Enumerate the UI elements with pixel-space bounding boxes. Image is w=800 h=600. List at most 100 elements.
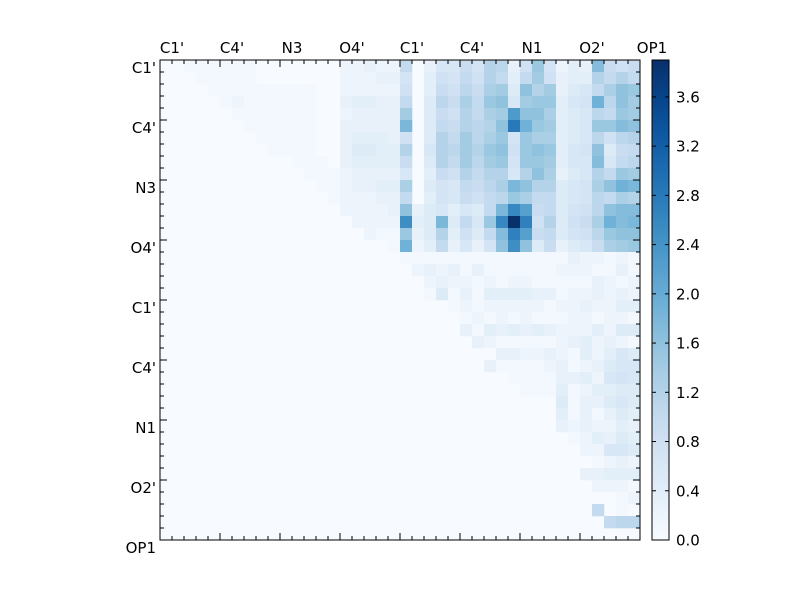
- heatmap-cell: [616, 516, 629, 529]
- heatmap-cell: [208, 72, 221, 85]
- heatmap-cell: [460, 96, 473, 109]
- heatmap-cell: [496, 192, 509, 205]
- heatmap-cell: [616, 156, 629, 169]
- heatmap-cell: [472, 96, 485, 109]
- heatmap-cell: [580, 156, 593, 169]
- heatmap-cell: [388, 72, 401, 85]
- heatmap-cell: [496, 336, 509, 349]
- heatmap-cell: [544, 372, 557, 385]
- heatmap-cell: [508, 84, 521, 97]
- heatmap-cell: [520, 204, 533, 217]
- heatmap-cell: [496, 312, 509, 325]
- heatmap-cell: [448, 84, 461, 97]
- heatmap-cell: [556, 192, 569, 205]
- heatmap-cell: [616, 132, 629, 145]
- heatmap-cell: [556, 420, 569, 433]
- heatmap-cell: [364, 60, 377, 73]
- heatmap-cell: [364, 192, 377, 205]
- heatmap-cell: [580, 420, 593, 433]
- heatmap-cell: [424, 108, 437, 121]
- heatmap-cell: [520, 192, 533, 205]
- heatmap-cell: [460, 324, 473, 337]
- heatmap-cell: [472, 264, 485, 277]
- heatmap-cell: [556, 384, 569, 397]
- heatmap-cell: [556, 132, 569, 145]
- heatmap-cell: [424, 228, 437, 241]
- heatmap-cell: [616, 60, 629, 73]
- heatmap-cell: [460, 204, 473, 217]
- heatmap-cell: [292, 156, 305, 169]
- heatmap-cell: [568, 228, 581, 241]
- x-tick-label: N1: [522, 39, 543, 57]
- heatmap-cell: [364, 204, 377, 217]
- heatmap-cell: [292, 84, 305, 97]
- heatmap-cell: [340, 192, 353, 205]
- heatmap-cell: [556, 228, 569, 241]
- heatmap-cell: [436, 180, 449, 193]
- colorbar-tick-label: 1.2: [676, 384, 700, 402]
- heatmap-cell: [520, 72, 533, 85]
- heatmap-cell: [520, 120, 533, 133]
- heatmap-cell: [580, 264, 593, 277]
- x-tick-label: C4': [220, 39, 244, 57]
- heatmap-cell: [508, 72, 521, 85]
- heatmap-cell: [496, 132, 509, 145]
- heatmap-cell: [436, 228, 449, 241]
- heatmap-cell: [460, 300, 473, 313]
- heatmap-cell: [424, 276, 437, 289]
- heatmap-cell: [544, 348, 557, 361]
- heatmap-cell: [244, 84, 257, 97]
- heatmap-cell: [460, 132, 473, 145]
- heatmap-cell: [484, 108, 497, 121]
- heatmap-cell: [532, 60, 545, 73]
- heatmap-cell: [544, 192, 557, 205]
- heatmap-cell: [376, 96, 389, 109]
- heatmap-cell: [592, 60, 605, 73]
- heatmap-cell: [460, 108, 473, 121]
- heatmap-cell: [472, 240, 485, 253]
- heatmap-cell: [508, 276, 521, 289]
- heatmap-cell: [604, 60, 617, 73]
- heatmap-cell: [556, 408, 569, 421]
- heatmap-cell: [580, 84, 593, 97]
- heatmap-cell: [616, 240, 629, 253]
- heatmap-cell: [460, 72, 473, 85]
- heatmap-cell: [556, 300, 569, 313]
- y-tick-label: N3: [135, 179, 156, 197]
- heatmap-cell: [352, 192, 365, 205]
- heatmap-cell: [328, 180, 341, 193]
- heatmap-cell: [592, 468, 605, 481]
- heatmap-cell: [508, 60, 521, 73]
- heatmap-cell: [568, 216, 581, 229]
- heatmap-cell: [592, 96, 605, 109]
- heatmap-cell: [604, 72, 617, 85]
- heatmap-cell: [604, 480, 617, 493]
- heatmap-cell: [628, 288, 641, 301]
- x-tick-labels: C1' C4' N3 O4' C1' C4' N1 O2' OP1: [160, 39, 667, 57]
- heatmap-cell: [388, 132, 401, 145]
- heatmap-cell: [352, 204, 365, 217]
- heatmap-cell: [580, 60, 593, 73]
- heatmap-cell: [232, 96, 245, 109]
- heatmap-cell: [616, 408, 629, 421]
- heatmap-cell: [520, 300, 533, 313]
- heatmap-cell: [520, 168, 533, 181]
- heatmap-cell: [352, 132, 365, 145]
- heatmap-cell: [304, 156, 317, 169]
- colorbar-tick-label: 0.8: [676, 433, 700, 451]
- heatmap-cell: [616, 168, 629, 181]
- heatmap-cell: [520, 288, 533, 301]
- heatmap-cell: [472, 156, 485, 169]
- heatmap-cell: [556, 180, 569, 193]
- heatmap-cell: [316, 156, 329, 169]
- heatmap-cell: [496, 96, 509, 109]
- heatmap-cell: [412, 228, 425, 241]
- heatmap-cell: [364, 96, 377, 109]
- heatmap-cell: [628, 432, 641, 445]
- heatmap-cell: [400, 60, 413, 73]
- heatmap-cell: [388, 180, 401, 193]
- heatmap-cell: [628, 264, 641, 277]
- heatmap-cell: [616, 144, 629, 157]
- heatmap-cell: [568, 408, 581, 421]
- heatmap-cell: [592, 204, 605, 217]
